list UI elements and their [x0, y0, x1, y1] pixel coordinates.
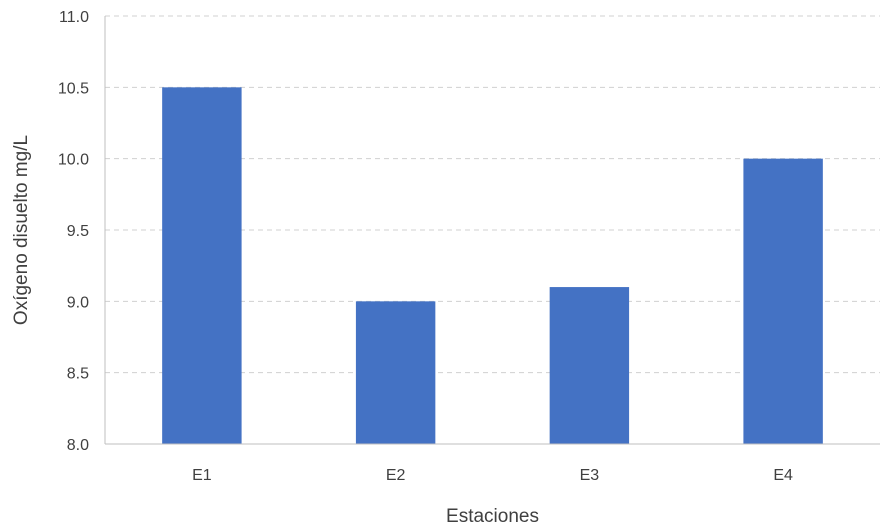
x-axis-title: Estaciones	[446, 506, 539, 527]
y-axis-title: Oxígeno disuelto mg/L	[11, 135, 32, 325]
y-tick-label: 11.0	[59, 9, 89, 26]
x-tick-label: E2	[386, 467, 406, 484]
y-tick-label: 8.5	[67, 366, 89, 383]
y-tick-label: 9.5	[67, 223, 89, 240]
x-tick-label: E1	[192, 467, 212, 484]
y-tick-label: 10.0	[58, 152, 89, 169]
y-tick-label: 10.5	[58, 80, 89, 97]
y-tick-labels: 8.0 8.5 9.0 9.5 10.0 10.5 11.0	[58, 9, 89, 454]
bars	[162, 87, 823, 444]
bar-e3	[549, 287, 630, 444]
bar-e1	[162, 87, 242, 444]
x-tick-labels: E1 E2 E3 E4	[192, 467, 793, 484]
x-tick-label: E4	[773, 467, 793, 484]
y-tick-label: 8.0	[67, 437, 89, 454]
bar-e2	[355, 301, 436, 444]
x-tick-label: E3	[580, 467, 600, 484]
bar-e4	[743, 158, 823, 444]
y-tick-label: 9.0	[67, 294, 89, 311]
